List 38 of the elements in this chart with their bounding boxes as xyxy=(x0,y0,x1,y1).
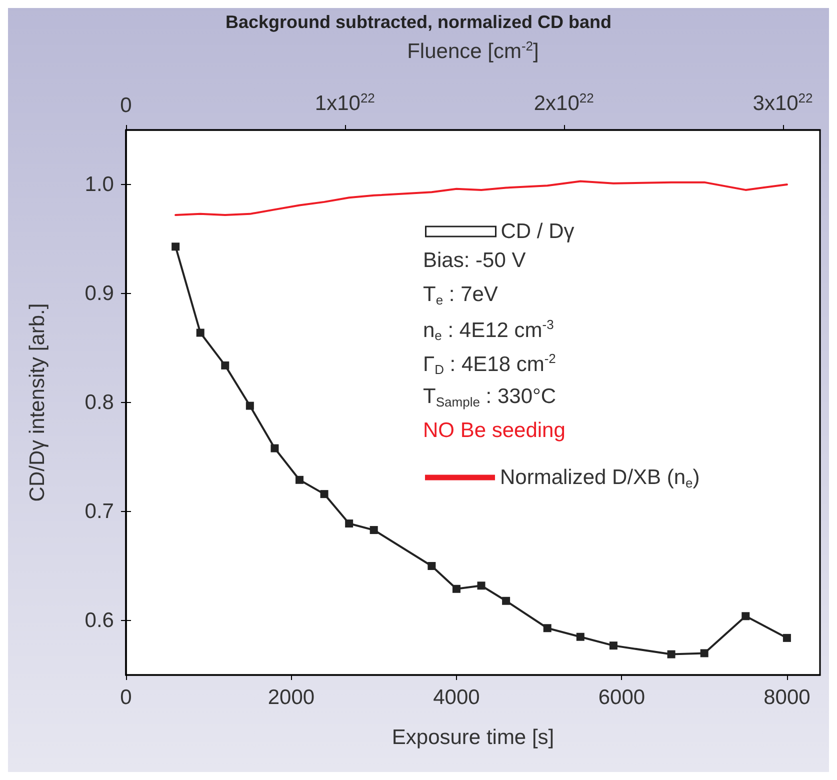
x2-tick-label: 0 xyxy=(120,94,132,117)
x-tick-label: 6000 xyxy=(598,686,646,709)
point xyxy=(543,624,552,632)
point xyxy=(477,582,486,590)
x-axis-title: Exposure time [s] xyxy=(392,726,554,749)
point xyxy=(196,328,204,337)
point xyxy=(320,490,328,498)
point xyxy=(700,649,708,658)
annotation: Bias: -50 V xyxy=(423,249,526,272)
y-tick-label: 0.6 xyxy=(84,609,114,632)
x-tick-label: 2000 xyxy=(268,686,315,709)
point xyxy=(246,402,254,410)
point xyxy=(609,642,618,650)
point xyxy=(270,444,279,452)
point xyxy=(370,526,378,534)
point xyxy=(296,476,304,484)
chart-title: Background subtracted, normalized CD band xyxy=(225,12,612,32)
point xyxy=(742,612,750,620)
point xyxy=(576,632,584,641)
point xyxy=(345,519,354,528)
y-axis-title: CD/Dγ intensity [arb.] xyxy=(26,303,49,502)
y-tick-label: 0.8 xyxy=(84,391,114,414)
line-series xyxy=(174,180,788,216)
point xyxy=(667,650,676,658)
annotation: NO Be seeding xyxy=(423,419,566,442)
x-tick-label: 0 xyxy=(120,686,132,709)
point xyxy=(172,242,180,251)
legend-label: CD / Dγ xyxy=(500,220,575,243)
x-tick-label: 4000 xyxy=(433,686,480,709)
point xyxy=(428,562,436,570)
point xyxy=(502,596,510,605)
point xyxy=(782,634,791,642)
y-tick-label: 0.9 xyxy=(84,282,114,305)
y-tick-label: 1.0 xyxy=(84,173,114,196)
point xyxy=(221,361,230,370)
y-tick-label: 0.7 xyxy=(84,500,114,523)
x-tick-label: 8000 xyxy=(764,686,810,709)
point xyxy=(452,584,460,593)
